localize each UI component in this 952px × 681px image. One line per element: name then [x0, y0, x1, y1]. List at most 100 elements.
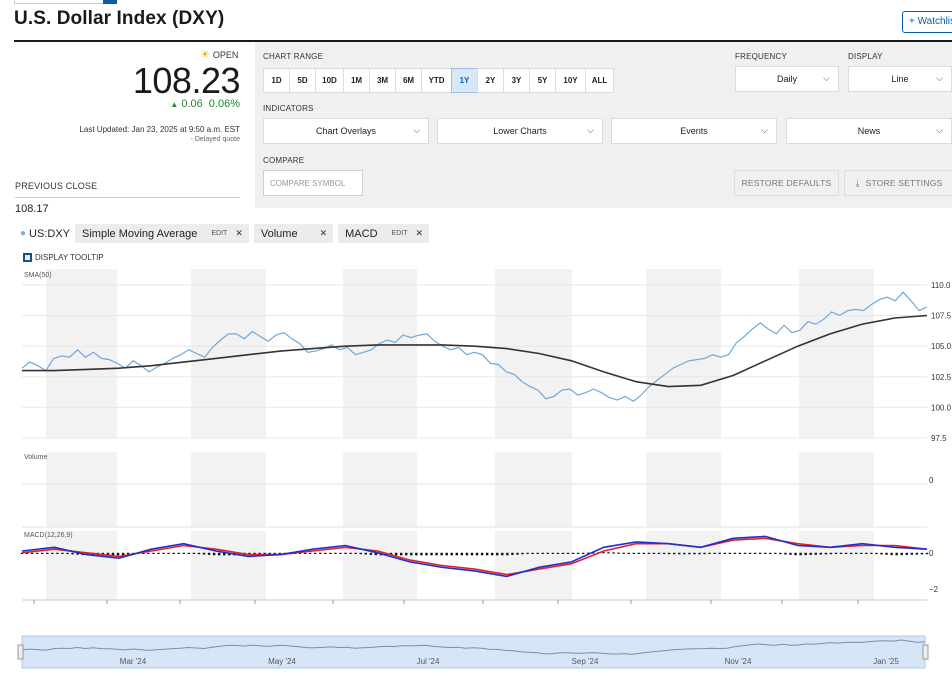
macd-histogram-bar	[738, 552, 742, 554]
macd-histogram-bar	[662, 552, 666, 555]
macd-histogram-bar	[688, 552, 691, 555]
range-button-1y[interactable]: 1Y	[451, 68, 478, 93]
macd-histogram-bar	[51, 552, 54, 554]
range-button-1d[interactable]: 1D	[263, 68, 290, 93]
month-band	[646, 531, 721, 600]
frequency-value: Daily	[776, 74, 797, 84]
macd-histogram-bar	[364, 552, 367, 555]
display-tooltip-toggle[interactable]: DISPLAY TOOLTIP	[23, 253, 104, 262]
navigator-line	[21, 639, 926, 655]
frequency-select[interactable]: Daily ⌵	[735, 66, 839, 92]
navigator-left-handle[interactable]	[17, 644, 24, 660]
add-to-watchlist-button[interactable]: + Watchlist	[902, 11, 952, 33]
chevron-down-icon: ⌵	[587, 125, 594, 135]
display-select[interactable]: Line ⌵	[848, 66, 952, 92]
range-button-ytd[interactable]: YTD	[421, 68, 452, 93]
y-tick-label: 107.5	[931, 312, 952, 321]
macd-histogram-bar	[910, 552, 914, 555]
macd-histogram-bar	[445, 552, 448, 556]
chart-settings-panel: CHART RANGE 1D 5D 10D 1M 3M 6M YTD 1Y 2Y 3Y 5Y 10Y A…	[255, 42, 952, 208]
range-button-1m[interactable]: 1M	[343, 68, 370, 93]
range-button-10y[interactable]: 10Y	[555, 68, 586, 93]
macd-histogram-bar	[430, 552, 433, 556]
events-select[interactable]: Events ⌵	[611, 118, 777, 144]
macd-histogram-bar	[399, 552, 403, 556]
change-amount-group: ▲ 0.06	[170, 98, 202, 110]
edit-macd-button[interactable]: EDIT	[391, 230, 408, 237]
navigator-window[interactable]	[21, 635, 926, 669]
price-chart[interactable]: SMA(50) 110.0 107.5 105.0 102.5 100.0 97.5 Volu…	[0, 265, 952, 605]
checkbox-icon[interactable]	[23, 253, 32, 262]
range-button-3y[interactable]: 3Y	[503, 68, 530, 93]
macd-histogram-bar	[915, 552, 919, 555]
month-band	[191, 531, 266, 600]
macd-histogram-bar	[501, 552, 504, 556]
macd-histogram-bar	[314, 552, 317, 554]
range-button-6m[interactable]: 6M	[395, 68, 422, 93]
range-button-all[interactable]: ALL	[585, 68, 614, 93]
macd-histogram-bar	[217, 552, 221, 556]
macd-histogram-bar	[425, 552, 428, 556]
macd-histogram-bar	[480, 552, 484, 556]
macd-histogram-bar	[723, 552, 726, 554]
news-select[interactable]: News ⌵	[786, 118, 952, 144]
macd-histogram-bar	[683, 552, 686, 555]
macd-histogram-bar	[475, 552, 479, 556]
chevron-down-icon: ⌵	[936, 73, 943, 83]
macd-histogram-bar	[637, 552, 641, 554]
macd-histogram-bar	[298, 552, 302, 554]
navigator-tick-label: Nov '24	[725, 657, 752, 666]
range-button-2y[interactable]: 2Y	[477, 68, 504, 93]
change-amount: 0.06	[181, 98, 203, 110]
top-tab-stub	[14, 0, 114, 4]
chip-label: Volume	[260, 227, 298, 240]
macd-histogram-bar	[106, 552, 110, 556]
macd-histogram-bar	[622, 552, 625, 554]
macd-histogram-bar	[824, 552, 828, 555]
navigator-right-handle[interactable]	[922, 644, 929, 660]
month-band	[343, 452, 417, 527]
y-tick-label: 97.5	[931, 434, 947, 443]
month-band	[191, 452, 266, 527]
macd-histogram-bar	[870, 552, 873, 554]
macd-histogram-bar	[571, 552, 575, 554]
macd-histogram-bar	[794, 552, 797, 556]
range-button-5d[interactable]: 5D	[289, 68, 316, 93]
compare-label: COMPARE	[263, 156, 305, 165]
sun-icon: ☀	[200, 49, 210, 61]
month-band	[799, 269, 874, 438]
macd-histogram-bar	[895, 552, 898, 556]
macd-histogram-bar	[551, 552, 555, 554]
lower-charts-select[interactable]: Lower Charts ⌵	[437, 118, 603, 144]
macd-histogram-bar	[455, 552, 459, 556]
store-settings-button[interactable]: ⤓ STORE SETTINGS	[844, 170, 952, 196]
macd-histogram-bar	[465, 552, 469, 556]
range-button-10d[interactable]: 10D	[315, 68, 344, 93]
remove-macd-icon[interactable]: ✕	[415, 228, 424, 238]
range-button-5y[interactable]: 5Y	[529, 68, 556, 93]
macd-histogram-bar	[187, 552, 191, 554]
macd-histogram-bar	[405, 552, 408, 556]
macd-histogram-bar	[394, 552, 398, 556]
chart-navigator[interactable]: Mar '24 May '24 Jul '24 Sep '24 Nov '24 Jan '…	[0, 633, 952, 673]
macd-histogram-bar	[536, 552, 539, 554]
chart-overlays-select[interactable]: Chart Overlays ⌵	[263, 118, 429, 144]
macd-histogram-bar	[612, 552, 615, 554]
market-status-label: OPEN	[212, 49, 239, 60]
remove-sma-icon[interactable]: ✕	[235, 228, 243, 238]
range-button-3m[interactable]: 3M	[369, 68, 396, 93]
macd-histogram-bar	[769, 552, 772, 554]
macd-histogram-bar	[177, 552, 180, 554]
previous-close-divider	[15, 197, 240, 198]
compare-symbol-input[interactable]: COMPARE SYMBOL	[263, 170, 363, 196]
remove-volume-icon[interactable]: ✕	[319, 228, 328, 238]
panel-label-volume: Volume	[24, 454, 47, 461]
restore-defaults-button[interactable]: RESTORE DEFAULTS	[734, 170, 839, 196]
edit-sma-button[interactable]: EDIT	[211, 230, 228, 237]
macd-histogram-bar	[162, 552, 165, 554]
chip-label: Simple Moving Average	[82, 227, 198, 240]
macd-histogram-bar	[228, 552, 231, 556]
macd-histogram-bar	[71, 552, 74, 555]
macd-histogram-bar	[789, 552, 792, 555]
macd-histogram-bar	[855, 552, 858, 554]
